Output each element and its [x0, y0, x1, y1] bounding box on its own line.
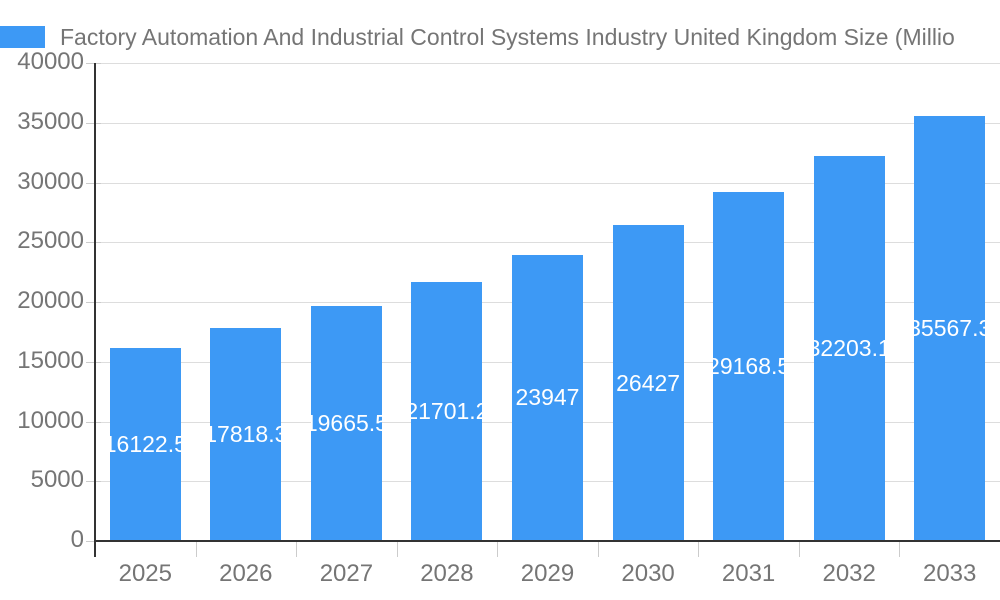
y-axis-tick [86, 421, 101, 423]
y-axis-tick [86, 361, 101, 363]
bar[interactable]: 19665.5 [310, 306, 382, 541]
x-tick-label: 2025 [118, 560, 172, 587]
y-axis-tick [86, 63, 101, 64]
x-axis-tick [597, 541, 599, 557]
y-tick-label: 20000 [17, 286, 84, 314]
x-tick-label: 2026 [219, 560, 273, 587]
y-gridline [95, 242, 1000, 244]
y-axis-tick [86, 182, 101, 184]
y-gridline [95, 122, 1000, 124]
y-tick-label: 35000 [17, 107, 84, 135]
bar[interactable]: 23947 [512, 254, 583, 541]
x-axis-tick [899, 541, 901, 557]
x-tick-label: 2032 [822, 560, 876, 587]
bar-value-label: 23947 [515, 384, 580, 411]
bar[interactable]: 16122.5 [109, 348, 181, 541]
bar-value-label: 32203.1 [813, 335, 885, 362]
bar[interactable]: 29168.5 [713, 192, 785, 541]
y-axis-tick [86, 122, 101, 124]
y-gridline [95, 182, 1000, 184]
y-axis-tick [86, 481, 101, 483]
bar[interactable]: 32203.1 [813, 156, 885, 541]
x-tick-label: 2027 [319, 560, 374, 587]
bar-value-label: 35567.3 [914, 315, 986, 341]
x-tick-label: 2033 [922, 560, 977, 587]
y-tick-label: 10000 [17, 406, 84, 434]
y-tick-label: 25000 [17, 227, 84, 255]
bar[interactable]: 21701.2 [411, 281, 483, 541]
y-axis-tick [86, 242, 101, 244]
x-axis-line [94, 540, 1000, 542]
bar-value-label: 21701.2 [411, 397, 483, 424]
bar-value-label: 16122.5 [109, 431, 181, 458]
x-tick-label: 2029 [520, 560, 575, 587]
x-tick-label: 2028 [420, 560, 474, 587]
y-tick-label: 40000 [17, 47, 84, 75]
bar-value-label: 19665.5 [310, 410, 382, 436]
legend: Factory Automation And Industrial Contro… [0, 24, 1000, 50]
y-axis-tick [86, 302, 101, 303]
bar-value-label: 26427 [616, 369, 681, 396]
legend-swatch [0, 26, 45, 48]
bar[interactable]: 35567.3 [914, 116, 986, 541]
bar-value-label: 17818.3 [210, 421, 282, 448]
y-axis-line [94, 63, 96, 557]
x-axis-tick [396, 541, 398, 557]
y-gridline [95, 63, 1000, 64]
y-tick-label: 0 [70, 525, 84, 553]
legend-title: Factory Automation And Industrial Contro… [60, 24, 955, 50]
x-axis-tick [296, 541, 298, 557]
x-axis-tick [497, 541, 499, 557]
y-axis-tick [86, 541, 101, 542]
x-axis-tick [698, 541, 700, 557]
bar-value-label: 29168.5 [713, 353, 785, 380]
x-tick-label: 2031 [721, 560, 776, 587]
bar[interactable]: 26427 [612, 225, 684, 541]
bar[interactable]: 17818.3 [210, 328, 282, 541]
y-tick-label: 15000 [17, 346, 84, 374]
x-axis-tick [798, 541, 800, 557]
y-tick-label: 5000 [30, 466, 84, 494]
x-tick-label: 2030 [621, 560, 675, 587]
x-axis-tick [195, 541, 197, 557]
y-tick-label: 30000 [17, 167, 84, 195]
